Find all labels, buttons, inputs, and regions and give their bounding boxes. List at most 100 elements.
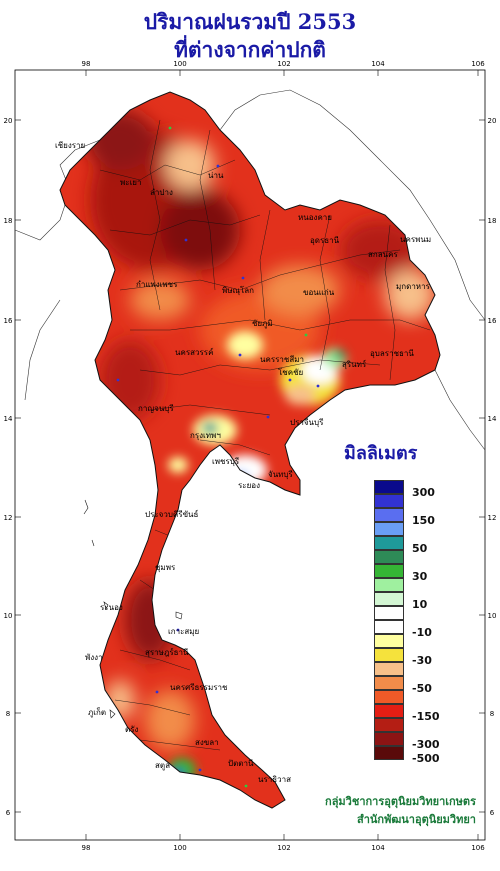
- legend-swatch: [374, 676, 404, 690]
- place-label: พังงา: [85, 653, 103, 662]
- place-label: ปราจีนบุรี: [290, 418, 324, 427]
- legend-swatch: [374, 508, 404, 522]
- place-label: น่าน: [208, 171, 224, 180]
- lat-label: 20: [488, 117, 497, 125]
- place-label: กำแพงเพชร: [136, 280, 178, 289]
- country-borders: [14, 89, 486, 451]
- credit-line-2: สำนักพัฒนาอุตุนิยมวิทยา: [357, 813, 476, 826]
- lat-label: 18: [4, 217, 13, 225]
- place-label: เชียงราย: [55, 141, 85, 150]
- place-label: นราธิวาส: [258, 775, 291, 784]
- lat-label: 12: [4, 514, 13, 522]
- place-label: พะเยา: [120, 178, 141, 187]
- lon-label: 100: [173, 844, 186, 852]
- place-label: สุราษฎร์ธานี: [145, 647, 189, 657]
- lat-label: 8: [490, 710, 494, 718]
- place-label: จันทบุรี: [268, 470, 294, 479]
- place-label: สกลนคร: [368, 250, 398, 259]
- place-label: ภูเก็ต: [88, 707, 106, 718]
- legend-swatch: [374, 522, 404, 536]
- lon-label: 100: [173, 60, 186, 68]
- place-label: อุดรธานี: [310, 236, 340, 245]
- place-label: สุรินทร์: [342, 359, 367, 369]
- lat-label: 14: [488, 415, 497, 423]
- legend-label: -10: [412, 626, 432, 639]
- legend-swatch: [374, 550, 404, 564]
- place-label: กรุงเทพฯ: [190, 431, 221, 440]
- place-label: ขอนแก่น: [303, 288, 335, 297]
- place-label: หนองคาย: [298, 213, 332, 222]
- islands: [83, 499, 183, 719]
- place-label: นครราชสีมา: [260, 355, 304, 364]
- legend-label: -30: [412, 654, 432, 667]
- lon-label: 106: [471, 844, 485, 852]
- map-subtitle: ที่ต่างจากค่าปกติ: [174, 37, 326, 62]
- legend-label: 50: [412, 542, 428, 555]
- lat-label: 16: [488, 317, 497, 325]
- lat-label: 10: [4, 612, 13, 620]
- legend-swatch: [374, 494, 404, 508]
- legend-swatch: [374, 592, 404, 606]
- legend-swatch: [374, 578, 404, 592]
- place-label: กาญจนบุรี: [138, 404, 174, 413]
- lon-label: 104: [371, 844, 385, 852]
- lat-label: 6: [6, 809, 11, 817]
- place-label: ปัตตานี: [228, 759, 254, 768]
- lat-label: 16: [4, 317, 13, 325]
- lon-label: 102: [277, 60, 290, 68]
- place-label: เกาะสมุย: [168, 627, 199, 636]
- graticule-ticks: [15, 70, 485, 840]
- lon-label: 104: [371, 60, 385, 68]
- legend-swatch: [374, 648, 404, 662]
- province-boundaries: [99, 119, 431, 751]
- legend-swatch: [374, 704, 404, 718]
- legend-label: -500: [412, 752, 440, 765]
- lat-label: 6: [490, 809, 495, 817]
- legend-label: -300: [412, 738, 440, 751]
- place-label: นครพนม: [400, 235, 431, 244]
- lat-label: 8: [6, 710, 10, 718]
- legend-label: -150: [412, 710, 440, 723]
- place-label: นครสวรรค์: [175, 347, 213, 357]
- place-label: ตรัง: [125, 725, 138, 734]
- legend-units: มิลลิเมตร: [344, 443, 418, 464]
- legend-swatch: [374, 690, 404, 704]
- legend-swatch: [374, 732, 404, 746]
- legend-swatch: [374, 662, 404, 676]
- legend-label: -50: [412, 682, 432, 695]
- legend-swatch: [374, 480, 404, 494]
- lat-label: 10: [488, 612, 497, 620]
- place-label: เพชรบุรี: [212, 457, 240, 466]
- lon-label: 98: [82, 60, 91, 68]
- place-label: นครศรีธรรมราช: [170, 683, 228, 692]
- legend-swatch: [374, 634, 404, 648]
- lon-label: 106: [471, 60, 485, 68]
- lat-label: 14: [4, 415, 13, 423]
- place-label: พิษณุโลก: [222, 285, 254, 295]
- graticule-labels: 98 100 102 104 106 98 100 102 104 106 20…: [4, 60, 497, 852]
- place-label: ประจวบคีรีขันธ์: [145, 509, 199, 519]
- place-label: สตูล: [155, 761, 170, 771]
- place-labels: เชียงราย พะเยา น่าน ลำปาง หนองคาย อุดรธา…: [55, 141, 431, 784]
- legend-swatch: [374, 564, 404, 578]
- credit-line-1: กลุ่มวิชาการอุตุนิยมวิทยาเกษตร: [325, 795, 476, 808]
- lat-label: 20: [4, 117, 13, 125]
- lon-label: 102: [277, 844, 290, 852]
- legend-swatch: [374, 718, 404, 732]
- lon-label: 98: [82, 844, 91, 852]
- map-title: ปริมาณฝนรวมปี 2553: [143, 9, 357, 34]
- legend-swatch: [374, 536, 404, 550]
- place-label: อุบลราชธานี: [370, 349, 414, 358]
- place-label: ระยอง: [238, 481, 260, 490]
- place-label: ชัยภูมิ: [252, 319, 273, 329]
- place-label: โชคชัย: [278, 367, 303, 377]
- lat-label: 18: [488, 217, 497, 225]
- lat-label: 12: [488, 514, 497, 522]
- place-label: ลำปาง: [150, 188, 173, 197]
- place-label: ชุมพร: [155, 563, 176, 572]
- legend-label: 10: [412, 598, 428, 611]
- place-label: สงขลา: [195, 738, 219, 747]
- legend-swatch: [374, 746, 404, 760]
- legend-swatch: [374, 606, 404, 620]
